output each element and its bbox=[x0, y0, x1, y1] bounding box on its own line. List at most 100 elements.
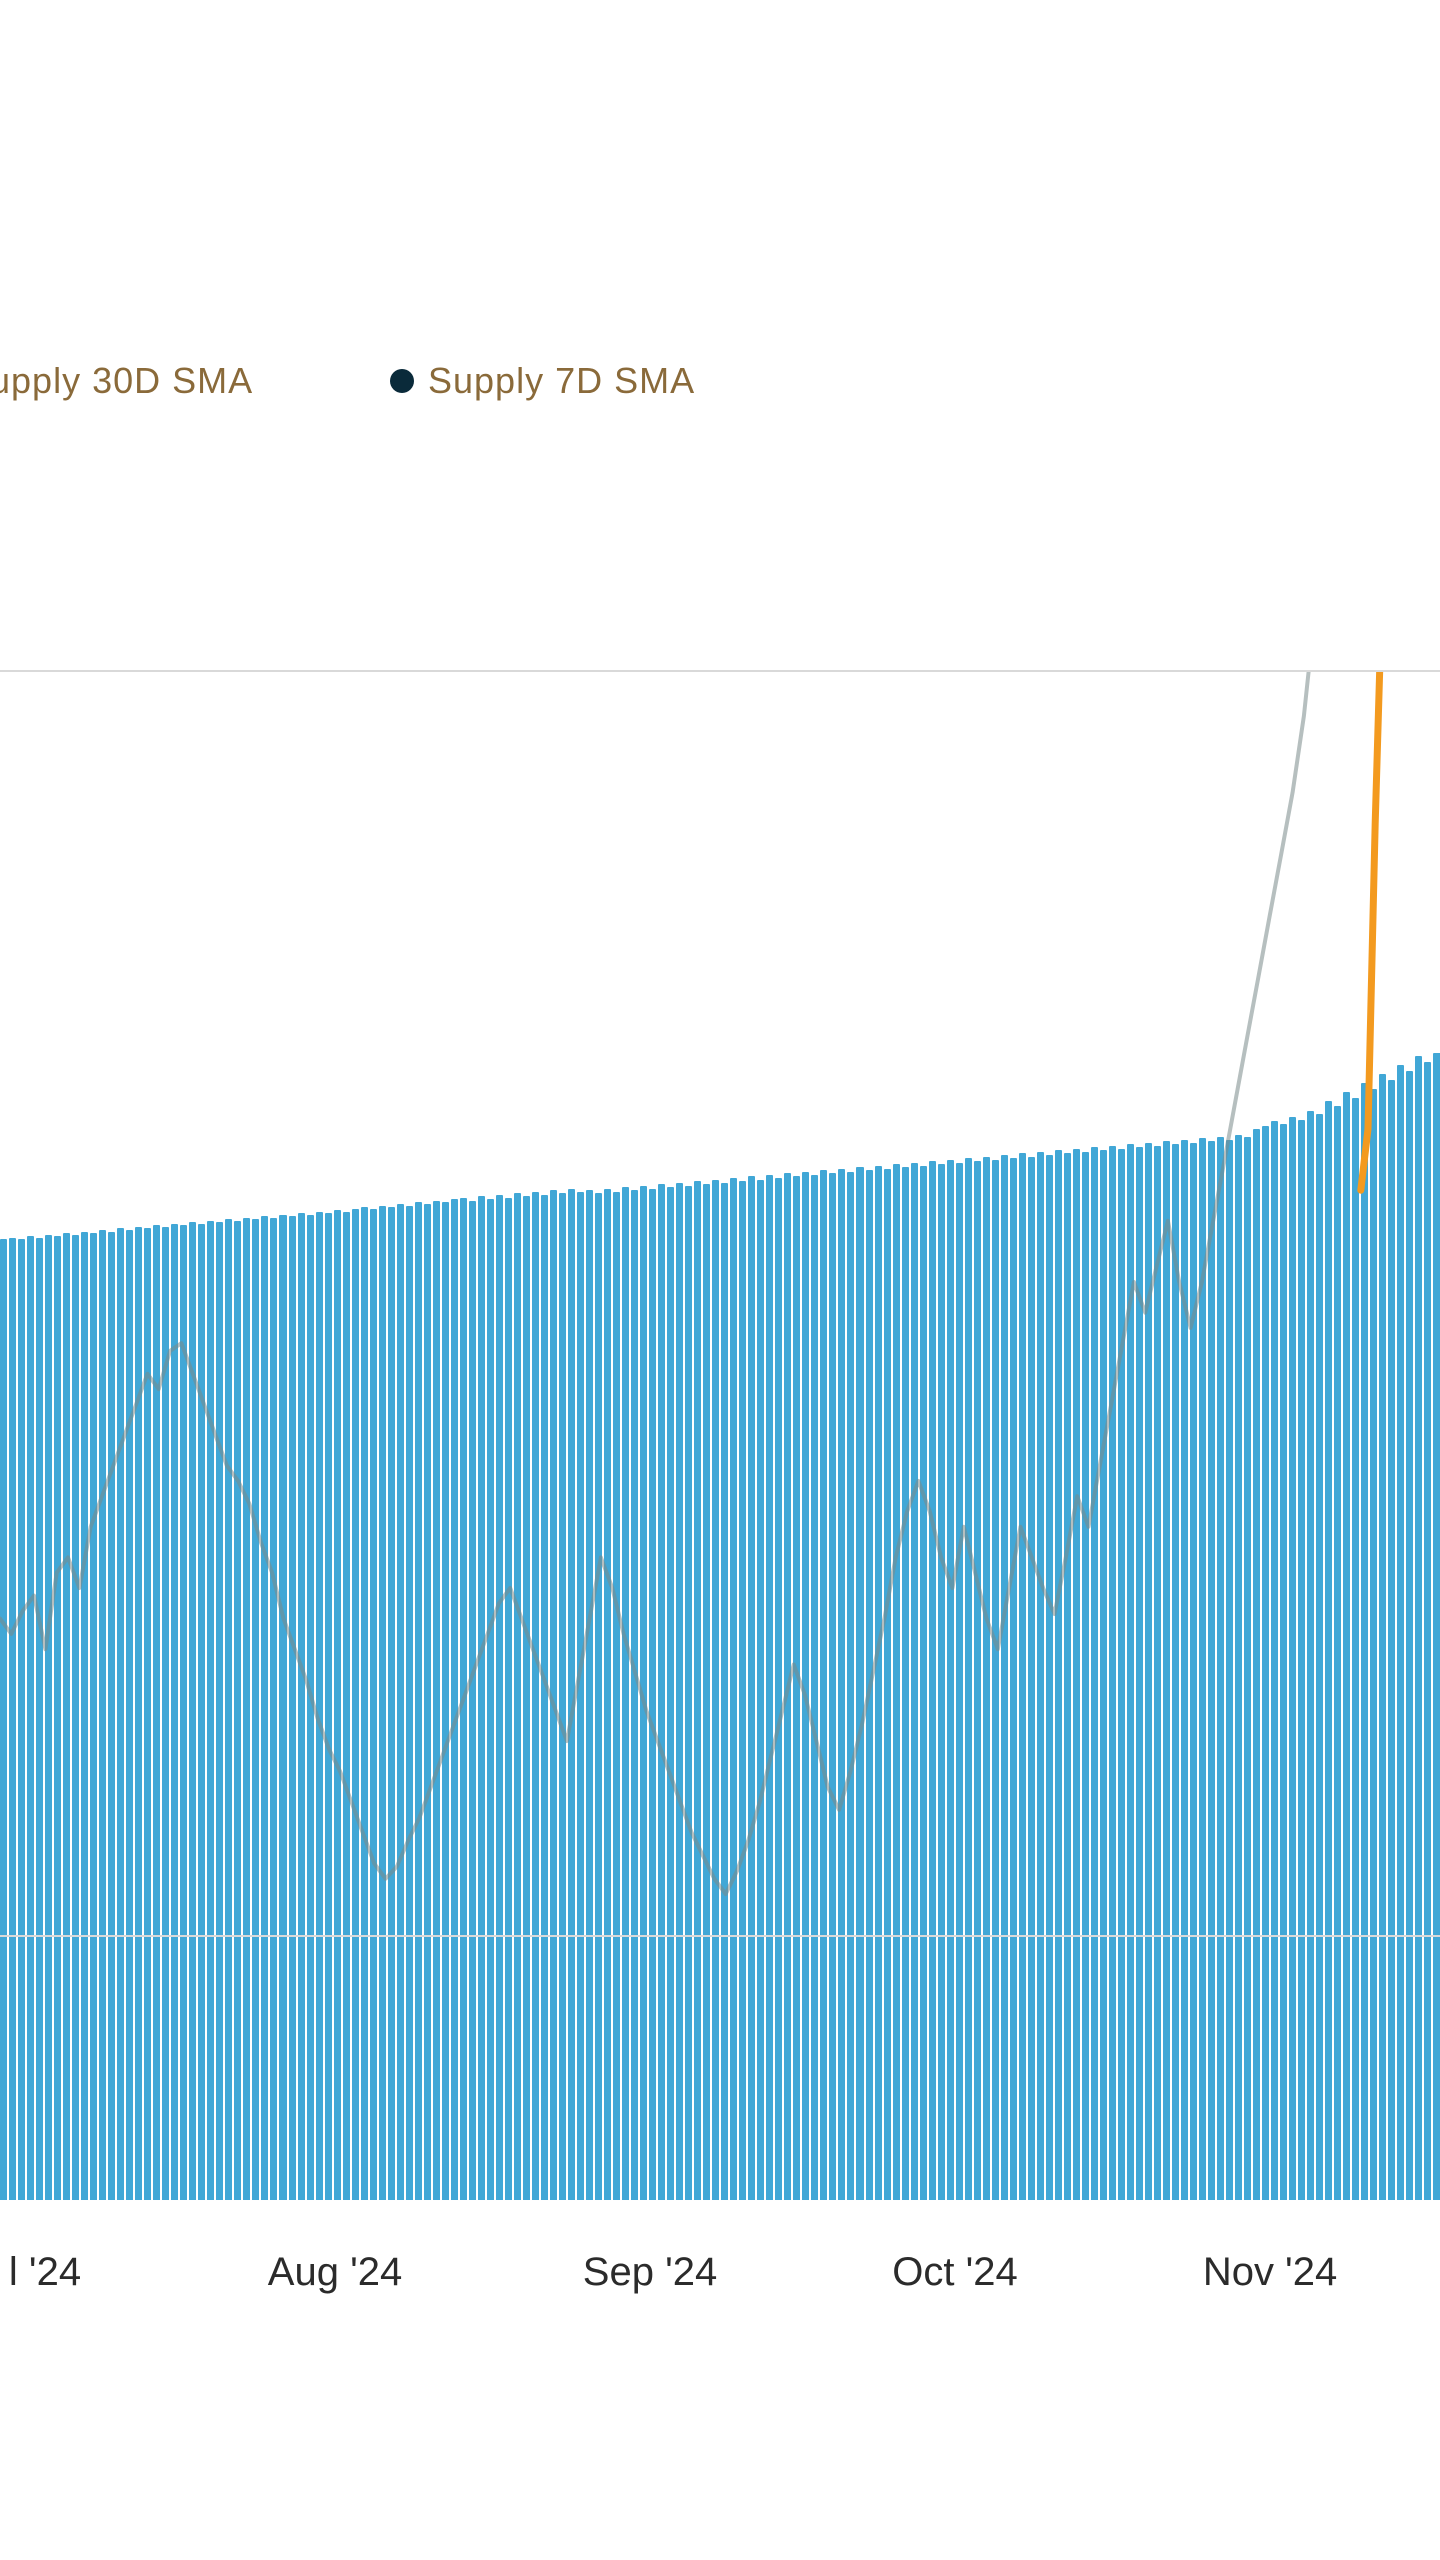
chart-plot[interactable] bbox=[0, 670, 1440, 2200]
bar bbox=[730, 1178, 737, 2200]
bar bbox=[198, 1224, 205, 2200]
bar bbox=[568, 1189, 575, 2200]
bar bbox=[1334, 1106, 1341, 2200]
bar bbox=[1289, 1117, 1296, 2200]
bar bbox=[667, 1187, 674, 2200]
bar bbox=[550, 1190, 557, 2200]
bar bbox=[1244, 1137, 1251, 2200]
bar bbox=[1172, 1144, 1179, 2200]
bar bbox=[866, 1170, 873, 2200]
bar bbox=[902, 1167, 909, 2200]
x-axis-label: Nov '24 bbox=[1203, 2250, 1337, 2295]
bar bbox=[1109, 1146, 1116, 2200]
bar bbox=[1199, 1138, 1206, 2200]
x-axis-label: Oct '24 bbox=[892, 2250, 1017, 2295]
bar bbox=[171, 1224, 178, 2200]
bar bbox=[694, 1181, 701, 2200]
bar bbox=[1118, 1149, 1125, 2200]
bar bbox=[811, 1175, 818, 2200]
bar bbox=[712, 1180, 719, 2201]
bar bbox=[1091, 1147, 1098, 2200]
bar bbox=[1235, 1135, 1242, 2200]
bar bbox=[261, 1216, 268, 2200]
bar bbox=[514, 1193, 521, 2200]
bar bbox=[1010, 1158, 1017, 2200]
legend-item[interactable]: Supply 7D SMA bbox=[390, 360, 695, 402]
bar bbox=[1208, 1141, 1215, 2200]
bar bbox=[703, 1184, 710, 2200]
bar bbox=[1298, 1120, 1305, 2200]
bar-series bbox=[0, 670, 1440, 2200]
bar bbox=[1280, 1124, 1287, 2200]
x-axis-label: l '24 bbox=[9, 2250, 81, 2295]
legend-label: upply 30D SMA bbox=[0, 360, 253, 402]
x-axis-label: Sep '24 bbox=[583, 2250, 717, 2295]
bar bbox=[1262, 1126, 1269, 2200]
bar bbox=[1253, 1129, 1260, 2200]
bar bbox=[604, 1189, 611, 2200]
bar bbox=[820, 1170, 827, 2200]
bar bbox=[135, 1227, 142, 2200]
bar bbox=[1046, 1155, 1053, 2200]
bar bbox=[153, 1225, 160, 2200]
bar bbox=[1064, 1153, 1071, 2200]
bar bbox=[1352, 1098, 1359, 2200]
x-axis: l '24 Aug '24 Sep '24 Oct '24 Nov '24 bbox=[0, 2250, 1440, 2370]
bar bbox=[929, 1161, 936, 2200]
bar bbox=[225, 1219, 232, 2200]
bar bbox=[838, 1169, 845, 2200]
bar bbox=[36, 1238, 43, 2200]
bar bbox=[180, 1225, 187, 2200]
bar bbox=[1271, 1121, 1278, 2200]
bar bbox=[847, 1172, 854, 2200]
bar bbox=[72, 1235, 79, 2200]
bar bbox=[27, 1236, 34, 2200]
bar bbox=[1100, 1150, 1107, 2200]
bar bbox=[270, 1218, 277, 2200]
bar bbox=[433, 1201, 440, 2200]
gridline bbox=[0, 1935, 1440, 1937]
bar bbox=[90, 1233, 97, 2200]
bar bbox=[595, 1193, 602, 2200]
bar bbox=[18, 1239, 25, 2200]
bar bbox=[406, 1206, 413, 2201]
bar bbox=[54, 1236, 61, 2200]
bar bbox=[938, 1164, 945, 2200]
bar bbox=[775, 1178, 782, 2200]
bar bbox=[532, 1192, 539, 2200]
x-axis-label: Aug '24 bbox=[268, 2250, 402, 2295]
bar bbox=[1406, 1071, 1413, 2200]
bar bbox=[721, 1183, 728, 2200]
bar bbox=[649, 1189, 656, 2200]
bar bbox=[766, 1175, 773, 2200]
bar bbox=[622, 1187, 629, 2200]
bar bbox=[1379, 1074, 1386, 2200]
bar bbox=[9, 1238, 16, 2200]
bar bbox=[856, 1167, 863, 2200]
bar bbox=[370, 1209, 377, 2200]
bar bbox=[658, 1184, 665, 2200]
bar bbox=[1154, 1146, 1161, 2200]
bar bbox=[1325, 1101, 1332, 2200]
bar bbox=[298, 1213, 305, 2200]
bar bbox=[108, 1232, 115, 2200]
bar bbox=[1145, 1143, 1152, 2200]
bar bbox=[829, 1173, 836, 2200]
bar bbox=[252, 1219, 259, 2200]
bar bbox=[965, 1158, 972, 2200]
bar bbox=[956, 1163, 963, 2200]
legend-label: Supply 7D SMA bbox=[428, 360, 695, 402]
bar bbox=[983, 1157, 990, 2200]
bar bbox=[1028, 1157, 1035, 2200]
legend-marker-icon bbox=[390, 369, 414, 393]
bar bbox=[45, 1235, 52, 2200]
bar bbox=[739, 1181, 746, 2200]
bar bbox=[685, 1186, 692, 2200]
bar bbox=[640, 1186, 647, 2200]
bar bbox=[451, 1199, 458, 2200]
bar bbox=[875, 1166, 882, 2200]
bar bbox=[676, 1183, 683, 2200]
legend-item[interactable]: upply 30D SMA bbox=[0, 360, 253, 402]
bar bbox=[1163, 1141, 1170, 2200]
bar bbox=[478, 1196, 485, 2200]
